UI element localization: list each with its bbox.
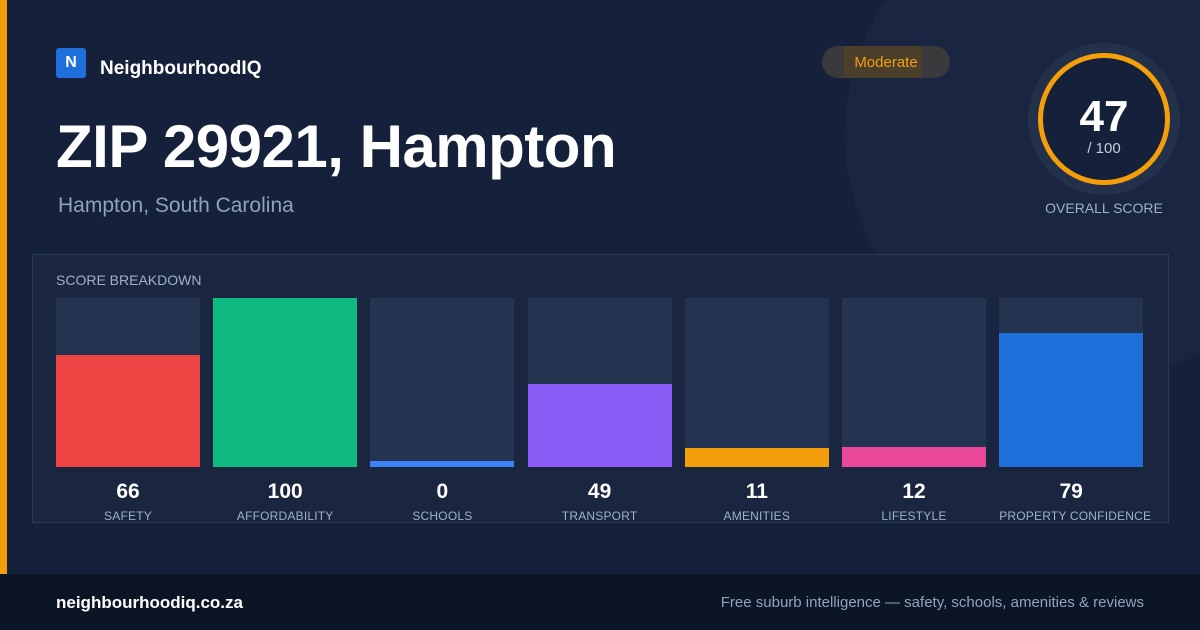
bar-value: 11 — [745, 480, 768, 503]
bar-label: LIFESTYLE — [881, 509, 947, 523]
bar-fill — [213, 298, 358, 467]
bar-value: 0 — [436, 480, 449, 503]
bar-track — [56, 298, 200, 467]
bar-label: SAFETY — [104, 509, 152, 523]
score-bar-lifestyle: 12 LIFESTYLE — [842, 298, 986, 523]
bar-track — [999, 298, 1144, 467]
rating-badge-label: Moderate — [854, 53, 918, 71]
bar-label: TRANSPORT — [561, 509, 638, 523]
bar-fill — [56, 355, 200, 467]
overall-score-ring: 47 / 100 — [1028, 43, 1180, 195]
bar-label: AFFORDABILITY — [236, 509, 334, 523]
bar-value: 49 — [587, 480, 612, 503]
location-subtitle: Hampton, South Carolina — [58, 194, 294, 217]
overall-score-value: 47 — [1079, 92, 1129, 141]
bar-label: PROPERTY CONFIDENCE — [999, 509, 1152, 523]
rating-badge: Moderate — [822, 46, 950, 78]
footer-tagline: Free suburb intelligence — safety, schoo… — [720, 594, 1144, 611]
footer-url[interactable]: neighbourhoodiq.co.za — [56, 593, 243, 612]
score-bar-property-confidence: 79 PROPERTY CONFIDENCE — [999, 298, 1152, 523]
bar-fill — [999, 333, 1144, 467]
page-title: ZIP 29921, Hampton — [56, 113, 617, 180]
bar-label: AMENITIES — [723, 509, 791, 523]
score-bar-affordability: 100 AFFORDABILITY — [213, 298, 358, 523]
score-breakdown-panel: SCORE BREAKDOWN 66 SAFETY 100 AFFORDABILITY… — [32, 254, 1169, 523]
bar-fill — [684, 448, 829, 467]
score-bar-schools: 0 SCHOOLS — [370, 298, 515, 523]
bar-value: 66 — [116, 480, 140, 503]
accent-stripe — [0, 0, 7, 574]
bar-track — [213, 298, 358, 467]
bar-value: 12 — [902, 480, 926, 503]
overall-score-label: OVERALL SCORE — [1045, 200, 1163, 216]
share-card: N NeighbourhoodIQ Moderate ZIP 29921, Ha… — [0, 0, 1180, 574]
bar-fill — [842, 447, 986, 467]
bar-label: SCHOOLS — [412, 509, 473, 523]
score-breakdown-title: SCORE BREAKDOWN — [56, 272, 202, 288]
score-bar-amenities: 11 AMENITIES — [684, 298, 829, 523]
footer: neighbourhoodiq.co.za Free suburb intell… — [0, 574, 1200, 630]
bar-value: 79 — [1059, 480, 1083, 503]
bar-track — [684, 298, 829, 467]
bar-track — [370, 298, 515, 467]
bar-track — [842, 298, 986, 467]
brand-logo-icon: N — [56, 48, 86, 78]
bar-fill — [527, 384, 672, 467]
score-bar-transport: 49 TRANSPORT — [527, 298, 672, 523]
overall-score-gauge: 47 / 100 — [1038, 53, 1170, 185]
bar-track — [527, 298, 672, 467]
score-bar-safety: 66 SAFETY — [56, 298, 200, 523]
overall-score-max: / 100 — [1087, 140, 1121, 157]
brand[interactable]: N NeighbourhoodIQ — [56, 46, 261, 80]
bar-fill — [370, 461, 515, 467]
bar-value: 100 — [267, 480, 303, 503]
brand-name: NeighbourhoodIQ — [100, 58, 262, 79]
